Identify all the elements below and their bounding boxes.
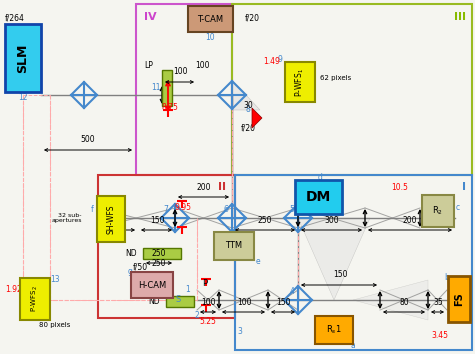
- Bar: [166, 296, 194, 307]
- Polygon shape: [252, 108, 262, 128]
- Text: P-WFS$_1$: P-WFS$_1$: [294, 68, 306, 97]
- Text: 7: 7: [163, 206, 169, 215]
- Text: 3.45: 3.45: [431, 331, 448, 341]
- Bar: [136, 4, 232, 175]
- Text: 80 pixels: 80 pixels: [39, 322, 71, 328]
- Bar: [5, 24, 41, 92]
- Text: IV: IV: [143, 12, 156, 22]
- Text: 2: 2: [195, 312, 200, 320]
- Text: 1.49: 1.49: [264, 57, 280, 67]
- Text: 100: 100: [201, 298, 215, 307]
- Text: DM: DM: [306, 190, 331, 204]
- Text: e: e: [256, 257, 260, 267]
- Text: 100: 100: [173, 67, 187, 76]
- Bar: [131, 272, 173, 298]
- Text: 12: 12: [18, 93, 28, 103]
- Bar: [143, 248, 181, 259]
- Bar: [285, 62, 315, 102]
- Text: 5: 5: [290, 206, 294, 215]
- Text: II: II: [218, 182, 226, 192]
- Text: g: g: [128, 268, 133, 276]
- Text: f/20: f/20: [240, 124, 256, 132]
- Text: 6: 6: [224, 206, 228, 215]
- Text: R$_s$1: R$_s$1: [326, 324, 342, 336]
- Text: a: a: [351, 342, 355, 350]
- Text: 150: 150: [276, 298, 290, 307]
- Polygon shape: [298, 218, 370, 300]
- Text: 500: 500: [81, 135, 95, 144]
- Text: 13: 13: [50, 275, 60, 285]
- Text: 3.60: 3.60: [98, 205, 115, 213]
- Text: 10.5: 10.5: [391, 183, 408, 192]
- Polygon shape: [353, 280, 428, 320]
- Text: d: d: [318, 173, 323, 183]
- Text: 7.88: 7.88: [323, 331, 341, 341]
- Text: c: c: [456, 204, 460, 212]
- Text: 200: 200: [197, 183, 211, 192]
- Bar: [232, 4, 472, 175]
- Text: 3: 3: [238, 327, 242, 337]
- Text: 150: 150: [333, 270, 347, 279]
- Text: 100: 100: [195, 61, 209, 69]
- Text: 11: 11: [151, 84, 161, 92]
- Bar: [20, 278, 50, 320]
- Text: 9.95: 9.95: [174, 202, 191, 211]
- Text: 100: 100: [237, 298, 251, 307]
- Bar: [162, 70, 172, 106]
- Bar: [315, 316, 353, 344]
- Bar: [214, 232, 254, 260]
- Text: 62 pixels: 62 pixels: [320, 75, 351, 81]
- Text: 5.25: 5.25: [200, 318, 217, 326]
- Text: 9.95: 9.95: [231, 240, 248, 250]
- Bar: [422, 195, 454, 227]
- Text: ND: ND: [148, 297, 160, 306]
- Text: SH-WFS: SH-WFS: [106, 204, 115, 234]
- Text: 8: 8: [246, 105, 250, 114]
- Text: 150: 150: [150, 216, 164, 225]
- Text: P-WFS$_2$: P-WFS$_2$: [30, 286, 40, 313]
- Text: 75: 75: [113, 216, 123, 225]
- Text: S: S: [175, 296, 180, 304]
- Bar: [188, 6, 233, 32]
- Text: 250: 250: [258, 216, 272, 225]
- Text: 35: 35: [433, 298, 443, 307]
- Bar: [98, 175, 235, 318]
- Text: 80: 80: [399, 298, 409, 307]
- Text: 9: 9: [277, 56, 283, 64]
- Bar: [448, 276, 470, 322]
- Text: FS: FS: [454, 292, 464, 306]
- Text: I: I: [462, 182, 466, 192]
- Text: SLM: SLM: [17, 43, 29, 73]
- Text: R$_2$: R$_2$: [432, 205, 444, 217]
- Text: f: f: [91, 206, 94, 215]
- Text: 250: 250: [152, 259, 167, 268]
- Text: 1.92: 1.92: [6, 285, 22, 295]
- Text: 8.75: 8.75: [162, 103, 179, 112]
- Text: 300: 300: [325, 216, 339, 225]
- Text: b: b: [445, 274, 449, 282]
- Text: T-CAM: T-CAM: [198, 15, 224, 23]
- Text: 200: 200: [403, 216, 417, 225]
- Bar: [295, 180, 342, 214]
- Text: 30: 30: [243, 101, 253, 109]
- Polygon shape: [232, 80, 260, 110]
- Text: 10: 10: [205, 34, 215, 42]
- Text: TTM: TTM: [226, 241, 243, 251]
- Text: H-CAM: H-CAM: [138, 280, 166, 290]
- Text: f/264: f/264: [5, 13, 25, 23]
- Text: LP: LP: [144, 61, 153, 69]
- Bar: [235, 175, 472, 350]
- Text: P: P: [202, 279, 208, 287]
- Text: 250: 250: [152, 249, 166, 258]
- Bar: [97, 196, 125, 242]
- Text: 32 sub-
apertures: 32 sub- apertures: [51, 213, 82, 223]
- Text: 4: 4: [290, 287, 294, 297]
- Text: f/50: f/50: [133, 263, 148, 272]
- Text: 1: 1: [186, 285, 190, 295]
- Text: III: III: [454, 12, 466, 22]
- Text: f/20: f/20: [245, 13, 260, 23]
- Text: ND: ND: [125, 249, 137, 258]
